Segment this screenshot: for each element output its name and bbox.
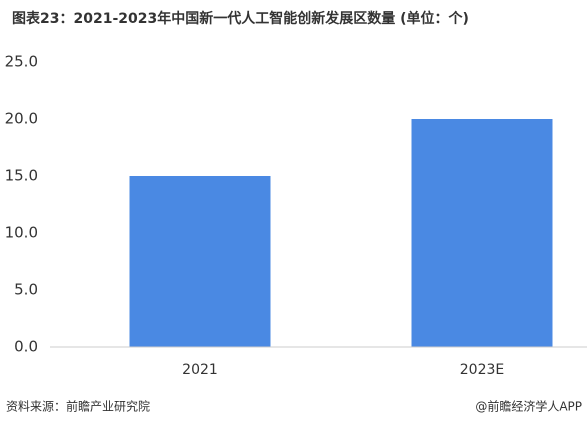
- source: 资料来源：前瞻产业研究院: [6, 399, 150, 414]
- bar: [411, 119, 553, 347]
- y-tick-label: 25.0: [5, 53, 38, 71]
- chart-title: 图表23：2021-2023年中国新一代人工智能创新发展区数量 (单位：个): [12, 10, 469, 27]
- y-tick-label: 15.0: [5, 167, 38, 185]
- y-tick-label: 0.0: [14, 338, 38, 356]
- x-tick-label: 2023E: [460, 362, 504, 378]
- y-tick-label: 5.0: [14, 281, 38, 299]
- x-tick-label: 2021: [182, 362, 218, 378]
- bar: [129, 176, 271, 347]
- credit: @前瞻经济学人APP: [475, 399, 582, 414]
- y-tick-label: 20.0: [5, 110, 38, 128]
- y-tick-label: 10.0: [5, 224, 38, 242]
